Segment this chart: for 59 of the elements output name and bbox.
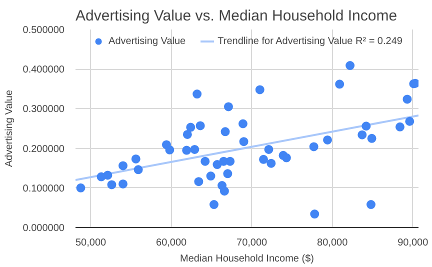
point — [323, 135, 332, 144]
point — [366, 200, 376, 210]
y-tick-label: 0.400000 — [22, 64, 65, 76]
point — [190, 144, 200, 154]
point — [224, 102, 233, 112]
point — [131, 154, 140, 164]
point — [259, 154, 268, 164]
point — [182, 146, 192, 155]
point — [402, 94, 412, 104]
point — [220, 186, 229, 196]
point — [358, 130, 367, 140]
point — [264, 144, 274, 154]
point — [346, 61, 355, 70]
y-tick-label: 0.500000 — [22, 25, 65, 36]
legend-label: Trendline for Advertising Value R² = 0.249 — [218, 36, 402, 46]
point — [226, 156, 235, 166]
point — [395, 122, 404, 132]
x-tick-label: 60,000 — [156, 238, 188, 248]
point — [209, 200, 218, 210]
point — [282, 153, 291, 162]
point — [405, 116, 414, 126]
x-tick-label: 90,000 — [398, 238, 429, 248]
point — [196, 121, 205, 130]
point — [212, 160, 222, 170]
chart-title: Advertising Value vs. Median Household Income — [76, 8, 398, 24]
legend-label: Advertising Value — [108, 36, 186, 46]
point — [310, 210, 320, 219]
point — [200, 156, 210, 166]
point — [186, 122, 196, 132]
y-tick-label: 0.200000 — [22, 144, 65, 155]
y-tick-label: 0.300000 — [22, 104, 65, 116]
y-axis-title: Advertising Value — [4, 90, 15, 168]
point — [266, 158, 276, 168]
point — [367, 134, 376, 143]
point — [309, 142, 318, 152]
point — [194, 177, 204, 186]
point — [255, 85, 264, 94]
point — [220, 127, 230, 136]
x-tick-label: 50,000 — [76, 238, 107, 248]
point — [335, 80, 344, 89]
point — [206, 172, 216, 181]
point — [118, 161, 128, 170]
point — [134, 165, 143, 174]
point — [76, 183, 86, 192]
point — [107, 180, 116, 190]
x-axis-title: Median Household Income ($) — [180, 254, 314, 264]
point — [238, 119, 248, 128]
x-tick-label: 70,000 — [236, 238, 268, 248]
point — [239, 137, 248, 146]
point — [165, 145, 174, 154]
point — [103, 170, 112, 180]
y-tick-label: 0.100000 — [22, 183, 65, 194]
y-tick-label: 0.000000 — [22, 223, 65, 234]
x-tick-label: 80,000 — [317, 238, 348, 248]
point — [192, 90, 202, 99]
point — [118, 179, 128, 188]
point — [362, 122, 371, 131]
point — [182, 130, 192, 139]
point — [223, 169, 232, 178]
